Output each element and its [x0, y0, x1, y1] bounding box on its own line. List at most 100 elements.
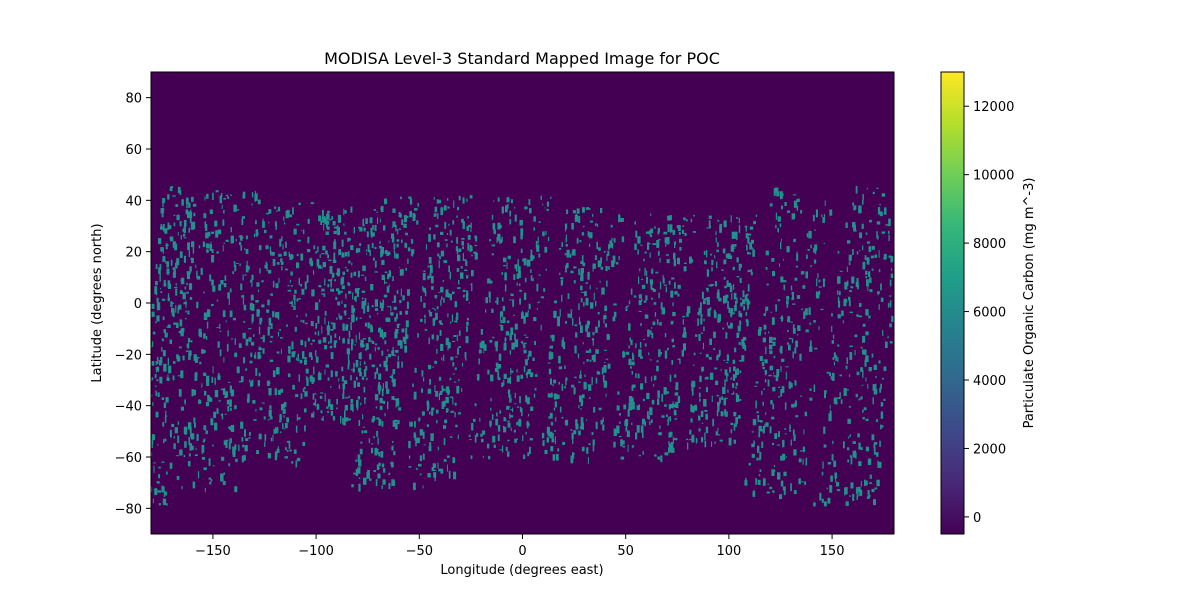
data-cell: [746, 293, 749, 296]
data-cell: [765, 250, 769, 256]
data-cell: [214, 422, 218, 431]
data-cell: [880, 383, 882, 390]
data-cell: [189, 443, 193, 451]
data-cell: [214, 220, 218, 227]
data-cell: [525, 312, 529, 317]
data-cell: [495, 362, 499, 368]
data-cell: [653, 375, 657, 381]
data-cell: [369, 315, 371, 318]
data-cell: [711, 267, 713, 272]
data-cell: [244, 429, 246, 437]
data-cell: [336, 288, 340, 292]
data-cell: [397, 228, 399, 235]
data-cell: [590, 302, 594, 309]
data-cell: [744, 480, 748, 486]
data-cell: [176, 258, 180, 266]
data-cell: [305, 368, 309, 374]
data-cell: [716, 410, 719, 417]
data-cell: [357, 367, 361, 373]
data-cell: [405, 334, 409, 339]
data-cell: [208, 396, 212, 400]
data-cell: [322, 209, 324, 216]
data-cell: [733, 411, 737, 417]
data-cell: [462, 259, 466, 261]
data-cell: [833, 361, 835, 366]
data-cell: [238, 343, 242, 348]
data-cell: [321, 326, 323, 334]
data-cell: [578, 215, 581, 223]
data-cell: [579, 321, 581, 326]
data-cell: [497, 377, 501, 381]
data-cell: [254, 354, 257, 359]
data-cell: [580, 285, 583, 291]
data-cell: [369, 353, 372, 360]
data-cell: [394, 317, 397, 322]
data-cell: [483, 351, 485, 354]
data-cell: [510, 327, 514, 336]
data-cell: [692, 364, 695, 366]
data-cell: [364, 398, 366, 405]
data-cell: [502, 297, 504, 302]
data-cell: [666, 254, 669, 256]
data-cell: [363, 386, 366, 393]
data-cell: [395, 253, 399, 259]
data-cell: [762, 478, 766, 486]
data-cell: [222, 245, 224, 252]
data-cell: [472, 418, 476, 422]
data-cell: [785, 456, 787, 458]
data-cell: [244, 445, 248, 452]
data-cell: [638, 294, 642, 299]
data-cell: [241, 376, 244, 383]
data-cell: [746, 320, 749, 327]
data-cell: [829, 372, 831, 377]
data-cell: [638, 310, 642, 312]
data-cell: [559, 272, 561, 275]
data-cell: [525, 395, 528, 403]
data-cell: [209, 244, 213, 251]
data-cell: [340, 278, 343, 285]
data-cell: [291, 300, 293, 307]
data-cell: [589, 397, 591, 399]
data-cell: [795, 265, 799, 268]
x-tick-label: −150: [195, 544, 231, 559]
data-cell: [869, 482, 872, 484]
data-cell: [364, 276, 367, 282]
data-cell: [591, 432, 594, 435]
data-cell: [677, 293, 680, 297]
data-cell: [605, 265, 608, 272]
data-cell: [690, 418, 693, 423]
data-cell: [767, 483, 769, 485]
data-cell: [424, 329, 428, 331]
data-cell: [609, 240, 612, 248]
data-cell: [264, 264, 267, 269]
data-cell: [251, 192, 254, 198]
data-cell: [705, 413, 708, 420]
data-cell: [267, 327, 270, 336]
data-cell: [630, 366, 632, 369]
data-cell: [167, 194, 170, 200]
data-cell: [429, 442, 432, 450]
data-cell: [555, 417, 557, 422]
data-cell: [851, 276, 855, 284]
data-cell: [456, 312, 459, 320]
data-cell: [427, 473, 431, 478]
data-cell: [330, 279, 332, 288]
data-cell: [445, 396, 449, 404]
data-cell: [515, 264, 518, 272]
data-cell: [683, 327, 686, 332]
data-cell: [336, 268, 341, 277]
data-cell: [741, 355, 745, 362]
data-cell: [253, 233, 256, 238]
data-cell: [709, 372, 714, 380]
data-cell: [672, 312, 676, 317]
data-cell: [450, 396, 453, 398]
data-cell: [848, 261, 851, 266]
data-cell: [862, 261, 866, 270]
data-cell: [523, 292, 527, 300]
data-cell: [762, 425, 765, 434]
data-cell: [331, 288, 335, 292]
data-cell: [363, 361, 366, 365]
data-cell: [701, 369, 704, 372]
data-cell: [250, 279, 252, 283]
data-cell: [866, 496, 870, 499]
